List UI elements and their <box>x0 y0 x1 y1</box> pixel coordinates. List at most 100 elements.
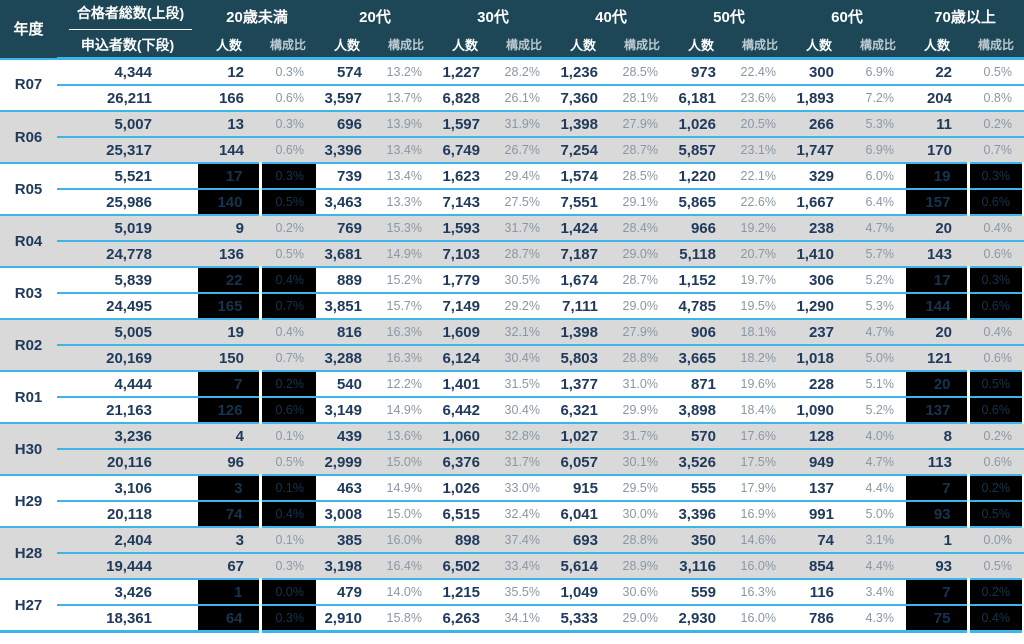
ratio-cell: 0.6% <box>260 84 316 111</box>
age-group-header-50s: 50代 <box>670 0 788 32</box>
ratio-cell: 4.7% <box>850 214 906 241</box>
count-cell: 1,424 <box>552 214 614 241</box>
count-cell: 1,398 <box>552 110 614 137</box>
ratio-cell: 16.0% <box>378 526 434 553</box>
count-cell: 6,828 <box>434 84 496 111</box>
applicants-total: 26,211 <box>57 84 198 111</box>
ratio-cell: 18.2% <box>732 344 788 371</box>
count-cell: 991 <box>788 500 850 527</box>
ratio-cell: 5.3% <box>850 292 906 319</box>
ratio-cell: 28.5% <box>614 57 670 85</box>
count-cell: 300 <box>788 57 850 85</box>
count-cell: 7,254 <box>552 136 614 163</box>
count-cell: 7,103 <box>434 240 496 267</box>
applicants-total: 24,495 <box>57 292 198 319</box>
count-cell: 966 <box>670 214 732 241</box>
ratio-cell: 0.3% <box>258 162 316 189</box>
count-cell: 1,026 <box>434 474 496 501</box>
ratio-cell: 0.7% <box>260 344 316 371</box>
ratio-cell: 18.1% <box>732 318 788 345</box>
count-cell: 6,057 <box>552 448 614 475</box>
ratio-subheader: 構成比 <box>732 32 788 60</box>
table-row: 26,211 166 0.6% 3,597 13.7% 6,828 26.1% 7,360 28… <box>0 84 1024 111</box>
age-group-header-30s: 30代 <box>434 0 552 32</box>
ratio-cell: 28.2% <box>496 57 552 85</box>
ratio-cell: 29.0% <box>614 292 670 319</box>
count-subheader: 人数 <box>670 32 732 60</box>
age-group-header-under20: 20歳未満 <box>198 0 316 32</box>
count-cell: 136 <box>198 240 260 267</box>
age-group-header-70plus: 70歳以上 <box>906 0 1024 32</box>
count-cell: 1,377 <box>552 370 614 397</box>
count-cell: 5,614 <box>552 552 614 579</box>
ratio-cell: 0.7% <box>258 292 316 319</box>
count-cell: 5,865 <box>670 188 732 215</box>
count-cell: 915 <box>552 474 614 501</box>
table-body: R07 4,344 12 0.3% 574 13.2% 1,227 28.2% 1,236 28.… <box>0 57 1024 632</box>
ratio-subheader: 構成比 <box>496 32 552 60</box>
count-cell: 3,851 <box>316 292 378 319</box>
ratio-cell: 0.2% <box>260 214 316 241</box>
table-row: 18,361 64 0.3% 2,910 15.8% 6,263 34.1% 5,333 29.… <box>0 604 1024 632</box>
count-cell: 871 <box>670 370 732 397</box>
count-cell: 1,215 <box>434 578 496 605</box>
count-cell: 5,333 <box>552 604 614 632</box>
table-row: H29 3,106 3 0.1% 463 14.9% 1,026 33.0% 915 29.5% 5… <box>0 474 1024 527</box>
table-row: 20,118 74 0.4% 3,008 15.0% 6,515 32.4% 6,041 30.… <box>0 500 1024 527</box>
ratio-cell: 5.2% <box>850 266 906 293</box>
count-cell: 3,597 <box>316 84 378 111</box>
ratio-cell: 26.1% <box>496 84 552 111</box>
count-cell: 204 <box>906 84 968 111</box>
ratio-cell: 17.5% <box>732 448 788 475</box>
ratio-cell: 0.3% <box>966 162 1024 189</box>
ratio-cell: 4.0% <box>850 422 906 449</box>
count-cell: 696 <box>316 110 378 137</box>
ratio-cell: 0.1% <box>260 526 316 553</box>
count-cell: 889 <box>316 266 378 293</box>
passers-total: 4,344 <box>57 57 198 85</box>
count-cell: 570 <box>670 422 732 449</box>
count-cell: 140 <box>198 188 260 215</box>
count-cell: 3,463 <box>316 188 378 215</box>
ratio-cell: 19.5% <box>732 292 788 319</box>
age-group-header-20s: 20代 <box>316 0 434 32</box>
ratio-cell: 29.4% <box>496 162 552 189</box>
count-cell: 11 <box>906 110 968 137</box>
ratio-cell: 5.1% <box>850 370 906 397</box>
ratio-cell: 28.9% <box>614 552 670 579</box>
count-cell: 786 <box>788 604 850 632</box>
passers-total: 5,007 <box>57 110 198 137</box>
table-row: R04 5,019 9 0.2% 769 15.3% 1,593 31.7% 1,424 28.4… <box>0 214 1024 267</box>
ratio-cell: 15.3% <box>378 214 434 241</box>
count-cell: 6,442 <box>434 396 496 423</box>
ratio-cell: 0.4% <box>258 266 316 293</box>
year-label: H27 <box>0 578 57 632</box>
count-cell: 1,747 <box>788 136 850 163</box>
count-cell: 5,857 <box>670 136 732 163</box>
ratio-cell: 0.6% <box>968 448 1024 475</box>
ratio-cell: 23.6% <box>732 84 788 111</box>
ratio-cell: 16.3% <box>378 344 434 371</box>
count-cell: 1,667 <box>788 188 850 215</box>
ratio-cell: 20.7% <box>732 240 788 267</box>
count-cell: 1,290 <box>788 292 850 319</box>
count-cell: 7,360 <box>552 84 614 111</box>
table-row: R03 5,839 22 0.4% 889 15.2% 1,779 30.5% 1,674 28.… <box>0 266 1024 319</box>
ratio-cell: 19.2% <box>732 214 788 241</box>
count-cell: 555 <box>670 474 732 501</box>
count-cell: 6,376 <box>434 448 496 475</box>
ratio-cell: 27.9% <box>614 318 670 345</box>
ratio-cell: 13.7% <box>378 84 434 111</box>
applicants-total: 21,163 <box>57 396 198 423</box>
applicants-total: 25,986 <box>57 188 198 215</box>
passers-total: 3,106 <box>57 474 198 501</box>
ratio-cell: 16.0% <box>732 604 788 632</box>
count-cell: 3,681 <box>316 240 378 267</box>
ratio-cell: 31.7% <box>614 422 670 449</box>
count-cell: 3,898 <box>670 396 732 423</box>
count-cell: 5,118 <box>670 240 732 267</box>
ratio-cell: 23.1% <box>732 136 788 163</box>
ratio-cell: 16.3% <box>732 578 788 605</box>
count-cell: 439 <box>316 422 378 449</box>
ratio-cell: 15.0% <box>378 500 434 527</box>
